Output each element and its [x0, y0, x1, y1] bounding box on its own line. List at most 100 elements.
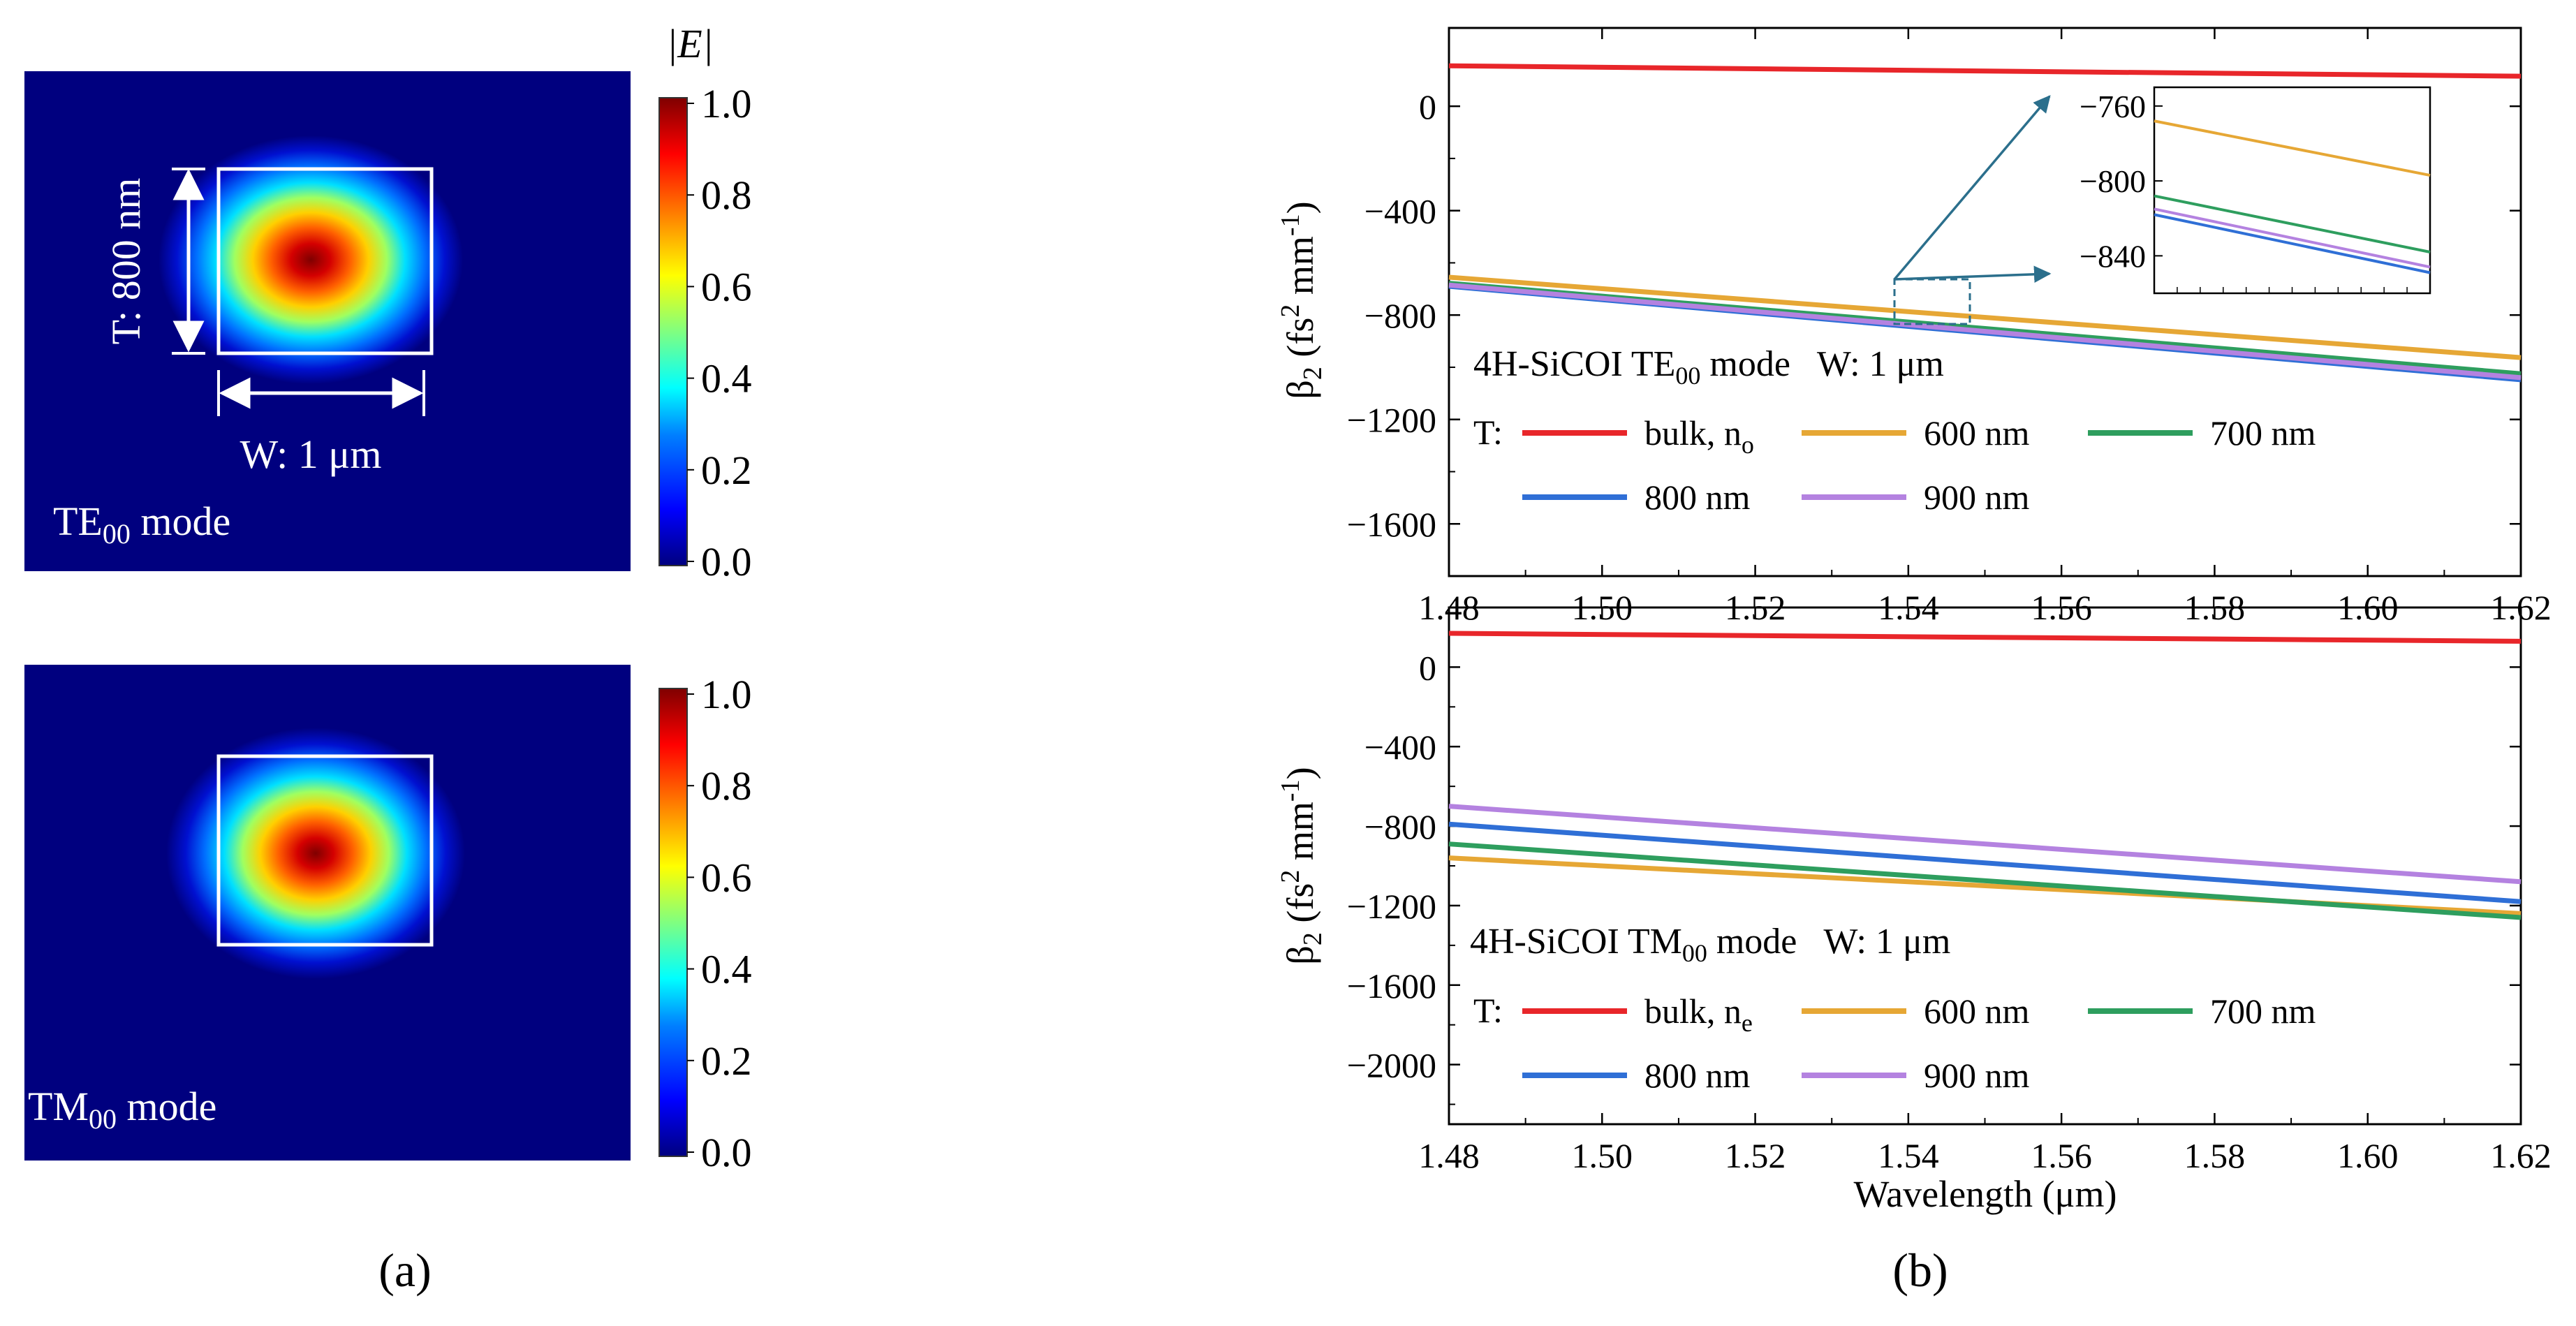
te-ylabel-unit-c: ) [1279, 201, 1321, 214]
tm-x-tick-label: 1.56 [2031, 1136, 2092, 1175]
width-label: W: 1 μm [240, 432, 382, 477]
tm-legend-title: T: [1473, 991, 1503, 1030]
tm-x-tick-label: 1.50 [1572, 1136, 1633, 1175]
tm-x-axis-label: Wavelength (μm) [1854, 1173, 2117, 1215]
tm-x-tick-label: 1.52 [1725, 1136, 1786, 1175]
tm-mode-field [166, 728, 465, 979]
tm-series-700-nm [1448, 841, 2522, 920]
colorbar-tick-label: 0.4 [701, 356, 752, 402]
tm-series-800-nm [1448, 821, 2522, 904]
te-legend-label-main: 600 nm [1924, 413, 2030, 452]
tm-mode-suffix: mode [117, 1084, 216, 1129]
colorbar-tick-label: 0.0 [701, 1130, 752, 1175]
colorbar-tick-label: 0.0 [701, 539, 752, 584]
te-mode-image: T: 800 nm W: 1 μm TE00 mode [24, 71, 631, 571]
te-zoom-arrow-top [1893, 95, 2051, 281]
tm-axis-ticks [1448, 607, 2522, 1124]
te-y-tick-label: −1200 [1347, 401, 1436, 440]
tm-y-tick-label: −400 [1364, 728, 1436, 767]
tm-legend: T: bulk, ne 600 nm 700 nm 800 nm 900 nm [1473, 991, 2316, 1095]
te-dispersion-chart: 1.48 1.50 1.52 1.54 1.56 1.58 1.60 1.620−400−80… [1276, 27, 2552, 627]
te-y-tick-label: −400 [1364, 192, 1436, 231]
tm-ylabel-beta-sub: 2 [1298, 932, 1327, 945]
colorbar-tick-label: 0.6 [701, 855, 752, 900]
tm-dispersion-chart: 1.48 1.50 1.52 1.54 1.56 1.58 1.60 1.62 0 −400 −80… [1276, 606, 2552, 1215]
tm-colorbar-bar [658, 688, 688, 1157]
inset-y-tick-label: −760 [2080, 89, 2146, 124]
tm-x-tick-label: 1.62 [2490, 1136, 2552, 1175]
te-ylabel-sup-m1: -1 [1276, 214, 1305, 236]
te-legend-label-main: 900 nm [1924, 478, 2030, 517]
te-series-900-nm [1448, 282, 2522, 381]
tm-tick-labels: 1.48 1.50 1.52 1.54 1.56 1.58 1.60 1.62 0 −400 −80… [1347, 648, 2552, 1175]
te-series-bulk-no [1448, 63, 2522, 79]
te-colorbar: |E| 1.0 0.8 0.6 0.4 0.2 0.0 [658, 21, 752, 584]
colorbar-tick-label: 1.0 [701, 672, 752, 717]
tm-legend-label-main: bulk, n [1644, 992, 1742, 1031]
inset-series-600-nm [2154, 119, 2431, 177]
tm-title-width: W: 1 μm [1823, 922, 1950, 962]
tm-legend-label-main: 600 nm [1924, 992, 2030, 1031]
tm-ylabel-unit-b: mm [1279, 802, 1321, 870]
te-zoom-box [1893, 278, 1971, 325]
tm-ylabel-sup2: 2 [1276, 870, 1305, 883]
te-colorbar-bar [658, 97, 688, 566]
tm-ylabel-unit-a: (fs [1279, 883, 1321, 932]
tm-legend-label-main: 700 nm [2210, 992, 2316, 1031]
te-legend: T: bulk, no 600 nm 700 nm 800 nm 900 nm [1473, 413, 2316, 517]
tm-y-tick-label: 0 [1419, 648, 1436, 687]
te-ylabel-sup2: 2 [1276, 304, 1305, 318]
te-ylabel-unit-b: mm [1279, 236, 1321, 304]
panel-a: T: 800 nm W: 1 μm TE00 mode |E| 1.00.80.… [24, 21, 752, 1297]
tm-legend-label: 600 nm [1924, 992, 2030, 1031]
colorbar-tick-label: 0.8 [701, 172, 752, 218]
te-inset-lines: −760 −800 −840 [2080, 89, 2431, 293]
tm-title-suffix: mode [1707, 922, 1797, 962]
panel-a-label: (a) [378, 1244, 431, 1297]
tm-mode-sub: 00 [89, 1103, 117, 1135]
te-ylabel-beta: β [1279, 380, 1321, 399]
tm-legend-label: bulk, ne [1644, 992, 1753, 1037]
te-y-tick-label: −800 [1364, 296, 1436, 335]
te-legend-label-main: bulk, n [1644, 413, 1742, 452]
te-legend-label: 600 nm [1924, 413, 2030, 452]
tm-legend-label-main: 900 nm [1924, 1056, 2030, 1095]
panel-b-label: (b) [1892, 1244, 1948, 1297]
tm-mode-image: TM00 mode [24, 665, 631, 1161]
colorbar-tick-label: 0.2 [701, 1038, 752, 1084]
te-inset-frame [2153, 86, 2431, 295]
tm-legend-label: 700 nm [2210, 992, 2316, 1031]
tm-title-prefix: 4H-SiCOI TM [1470, 922, 1682, 962]
te-chart-title: 4H-SiCOI TE00 mode W: 1 μm [1473, 344, 1944, 390]
inset-series-700-nm [2154, 194, 2431, 253]
inset-series-800-nm [2154, 213, 2431, 274]
te-series-lines [1448, 63, 2522, 383]
tm-legend-label-sub: e [1742, 1009, 1753, 1037]
tm-legend-label: 800 nm [1644, 1056, 1751, 1095]
te-legend-label-main: 800 nm [1644, 478, 1751, 517]
te-inset: −760 −800 −840 [1893, 86, 2431, 325]
te-mode-suffix: mode [131, 499, 230, 544]
colorbar-tick-label: 0.6 [701, 264, 752, 309]
te-legend-label: 900 nm [1924, 478, 2030, 517]
te-mode-field [159, 135, 463, 384]
tm-y-tick-label: −2000 [1347, 1046, 1436, 1085]
te-y-tick-label: 0 [1419, 87, 1436, 126]
te-legend-label-main: 700 nm [2210, 413, 2316, 452]
inset-y-tick-label: −840 [2080, 238, 2146, 274]
tm-colorbar-ticks: 1.0 0.8 0.6 0.4 0.2 0.0 [687, 672, 752, 1175]
tm-mode-name: TM [28, 1084, 89, 1129]
tm-ylabel-sup-m1: -1 [1276, 779, 1305, 802]
tm-mode-label: TM00 mode [28, 1084, 216, 1135]
tm-legend-label: 900 nm [1924, 1056, 2030, 1095]
te-legend-label: 700 nm [2210, 413, 2316, 452]
te-mode-sub: 00 [103, 518, 131, 550]
tm-waveguide-outline [216, 754, 434, 947]
tm-legend-label-main: 800 nm [1644, 1056, 1751, 1095]
te-mode-label: TE00 mode [53, 499, 230, 550]
tm-y-tick-label: −1200 [1347, 887, 1436, 926]
colorbar-tick-label: 0.2 [701, 448, 752, 493]
te-axis-ticks [1448, 28, 2522, 576]
tm-series-lines [1448, 631, 2522, 920]
